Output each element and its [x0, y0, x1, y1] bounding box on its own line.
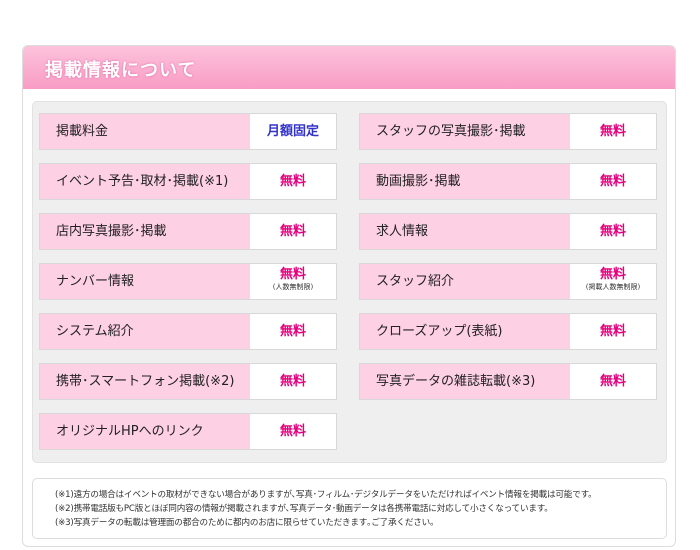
info-item: 携帯･スマートフォン掲載(※2) 無料 — [39, 363, 337, 400]
item-value-text: 無料 — [599, 224, 626, 239]
info-item: 写真データの雑誌転載(※3) 無料 — [359, 363, 657, 400]
item-value: 無料 (掲載人数無制限) — [570, 268, 656, 293]
item-value: 無料 — [250, 314, 336, 349]
footnote: (※2)携帯電話版もPC版とほぼ同内容の情報が掲載されますが､写真データ･動画デ… — [55, 504, 553, 514]
info-item: 掲載料金 月額固定 — [39, 113, 337, 150]
item-note: (掲載人数無制限) — [585, 283, 641, 291]
item-value-text: 無料 — [279, 324, 306, 339]
item-value-text: 無料 — [279, 174, 306, 189]
info-item: ナンバー情報 無料 (人数無制限) — [39, 263, 337, 300]
item-value-text: 無料 — [599, 124, 626, 139]
item-value-text: 無料 — [279, 374, 306, 389]
item-label: イベント予告･取材･掲載(※1) — [40, 164, 250, 199]
item-value: 無料 — [570, 214, 656, 249]
info-item: 店内写真撮影･掲載 無料 — [39, 213, 337, 250]
item-value: 無料 — [250, 214, 336, 249]
info-item: オリジナルHPへのリンク 無料 — [39, 413, 337, 450]
notes-box: (※1)遠方の場合はイベントの取材ができない場合がありますが､写真･フィルム･デ… — [32, 478, 667, 539]
item-value: 無料 — [250, 164, 336, 199]
item-label: 掲載料金 — [40, 114, 250, 149]
item-value: 無料 — [570, 114, 656, 149]
item-value-text: 月額固定 — [266, 124, 319, 139]
panel-header: 掲載情報について — [23, 46, 675, 89]
item-value: 無料 — [250, 414, 336, 449]
footnote: (※3)写真データの転載は管理面の都合のために都内のお店に限らせていただきます｡… — [55, 518, 439, 528]
item-value-text: 無料 — [599, 324, 626, 339]
item-value-text: 無料 — [279, 424, 306, 439]
footnote: (※1)遠方の場合はイベントの取材ができない場合がありますが､写真･フィルム･デ… — [55, 490, 597, 500]
item-label: システム紹介 — [40, 314, 250, 349]
item-value: 無料 — [570, 364, 656, 399]
item-value-text: 無料 — [599, 374, 626, 389]
item-value: 無料 — [570, 314, 656, 349]
item-label: ナンバー情報 — [40, 264, 250, 299]
item-label: スタッフ紹介 — [360, 264, 570, 299]
info-item: 求人情報 無料 — [359, 213, 657, 250]
item-grid: 掲載料金 月額固定 イベント予告･取材･掲載(※1) 無料 店内写真撮影･掲載 無料 ナンバ… — [32, 101, 667, 463]
item-value: 無料 — [570, 164, 656, 199]
item-label: スタッフの写真撮影･掲載 — [360, 114, 570, 149]
item-note: (人数無制限) — [272, 283, 314, 291]
item-value-text: 無料 — [599, 174, 626, 189]
info-item: システム紹介 無料 — [39, 313, 337, 350]
info-item: スタッフの写真撮影･掲載 無料 — [359, 113, 657, 150]
item-label: クローズアップ(表紙) — [360, 314, 570, 349]
item-label: 写真データの雑誌転載(※3) — [360, 364, 570, 399]
info-item: 動画撮影･掲載 無料 — [359, 163, 657, 200]
item-value-text: 無料 — [599, 267, 626, 282]
panel-title: 掲載情報について — [45, 60, 197, 81]
item-label: 動画撮影･掲載 — [360, 164, 570, 199]
item-label: オリジナルHPへのリンク — [40, 414, 250, 449]
info-panel: 掲載情報について 掲載料金 月額固定 イベント予告･取材･掲載(※1) 無料 店内写真撮… — [22, 45, 676, 547]
item-label: 店内写真撮影･掲載 — [40, 214, 250, 249]
item-label: 求人情報 — [360, 214, 570, 249]
item-value: 無料 (人数無制限) — [250, 268, 336, 293]
item-value: 無料 — [250, 364, 336, 399]
item-value-text: 無料 — [279, 267, 306, 282]
item-label: 携帯･スマートフォン掲載(※2) — [40, 364, 250, 399]
info-item: スタッフ紹介 無料 (掲載人数無制限) — [359, 263, 657, 300]
item-value-text: 無料 — [279, 224, 306, 239]
item-value: 月額固定 — [250, 114, 336, 149]
info-item: クローズアップ(表紙) 無料 — [359, 313, 657, 350]
info-item: イベント予告･取材･掲載(※1) 無料 — [39, 163, 337, 200]
